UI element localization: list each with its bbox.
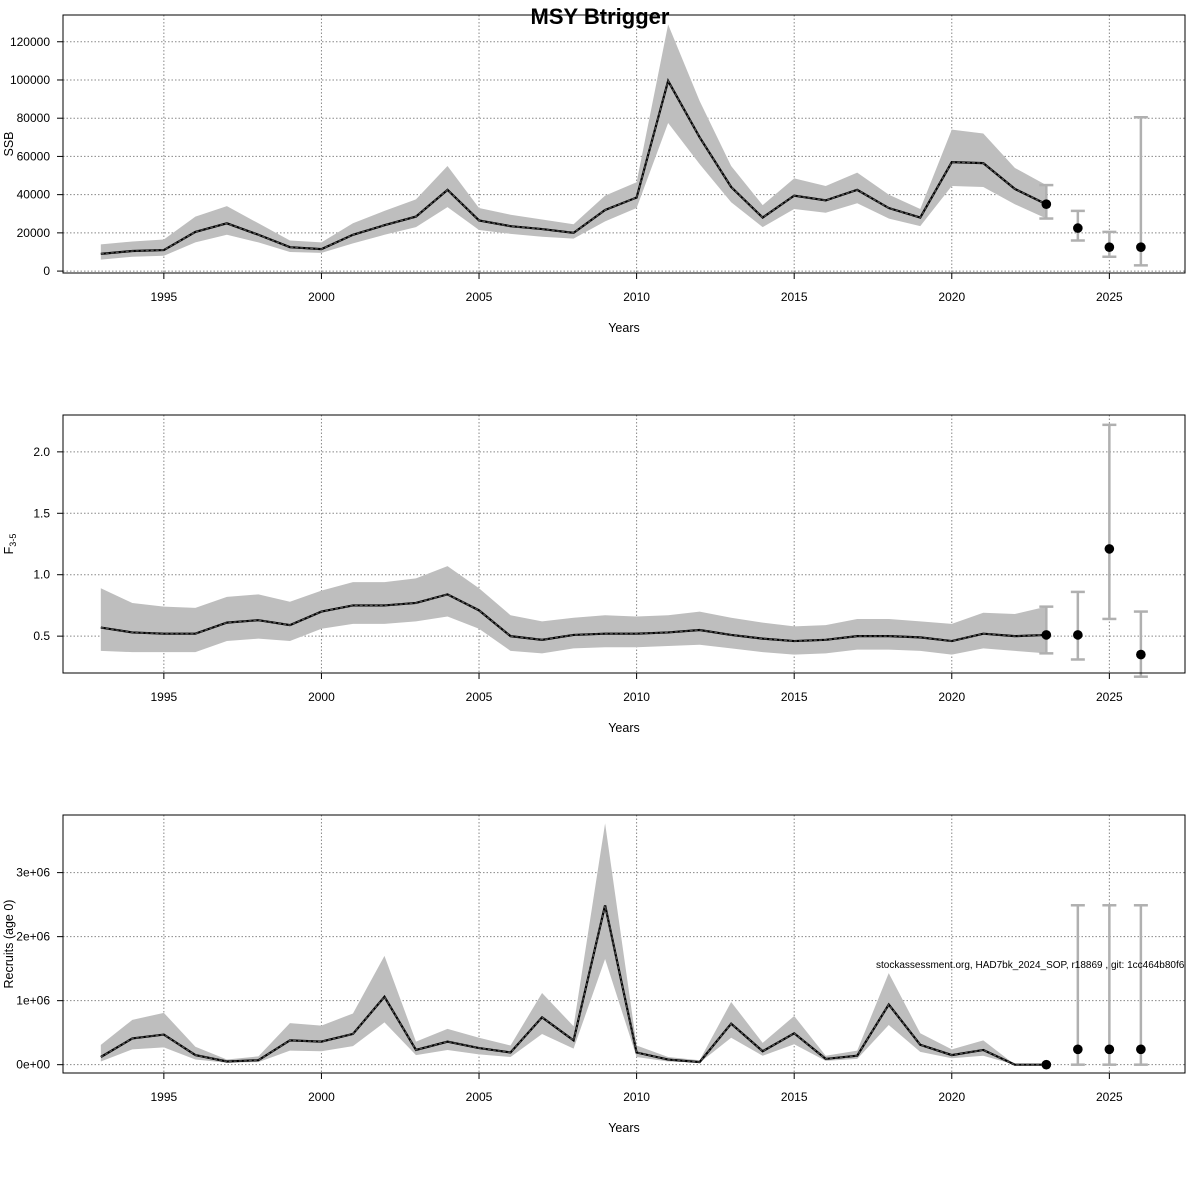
ssb-panel: 1995 2000 2005 2010 2015 2020 2025 0 20000 40000 6…: [2, 14, 1186, 335]
x-tick-label: 2020: [938, 290, 965, 304]
y-axis-title: F3-5: [2, 534, 18, 555]
x-tick-label: 2000: [308, 290, 335, 304]
x-tick-label: 2000: [308, 690, 335, 704]
x-axis-title: Years: [608, 321, 640, 335]
chart-title: MSY Btrigger: [531, 4, 670, 29]
x-tick-label: 2020: [938, 1090, 965, 1104]
y-tick-label: 40000: [17, 188, 51, 202]
x-tick-label: 1995: [151, 290, 178, 304]
y-tick-label: 80000: [17, 111, 51, 125]
x-tick-label: 2010: [623, 690, 650, 704]
projection-point: [1041, 199, 1052, 209]
x-tick-label: 2005: [466, 1090, 493, 1104]
y-tick-label: 60000: [17, 149, 51, 163]
y-tick-label: 100000: [10, 73, 50, 87]
y-axis-title-subscript: 3-5: [8, 534, 18, 547]
x-tick-label: 2000: [308, 1090, 335, 1104]
y-tick-label: 3e+06: [16, 866, 50, 880]
recruitment-panel: 1995 2000 2005 2010 2015 2020 2025 0e+00 1e+06 2e…: [2, 814, 1186, 1135]
projection-point: [1136, 1044, 1146, 1055]
last-estimate-point: [1041, 1059, 1052, 1070]
projection-point: [1073, 1044, 1083, 1055]
y-tick-label: 1e+06: [16, 994, 50, 1008]
x-axis-title: Years: [608, 1121, 640, 1135]
y-axis-title: SSB: [2, 131, 16, 156]
x-tick-label: 2025: [1096, 290, 1123, 304]
estimate-line: [100, 905, 1047, 1066]
x-tick-label: 2025: [1096, 690, 1123, 704]
x-tick-label: 2015: [781, 690, 808, 704]
projection-point: [1104, 1044, 1115, 1055]
x-axis-title: Years: [608, 721, 640, 735]
x-tick-label: 2025: [1096, 1090, 1123, 1104]
confidence-band: [100, 24, 1047, 260]
projection-point: [1073, 223, 1083, 233]
y-tick-label: 1.5: [33, 506, 50, 520]
x-tick-label: 2010: [623, 290, 650, 304]
y-tick-label: 2e+06: [16, 930, 50, 944]
x-tick-label: 2010: [623, 1090, 650, 1104]
projection-point: [1104, 544, 1115, 554]
y-tick-label: 2.0: [33, 445, 50, 459]
footnote: stockassessment.org, HAD7bk_2024_SOP, r1…: [876, 960, 1185, 971]
x-tick-label: 2005: [466, 290, 493, 304]
x-tick-label: 2020: [938, 690, 965, 704]
y-tick-label: 120000: [10, 35, 50, 49]
plot-frame: [62, 14, 1186, 274]
plot-frame: [62, 414, 1186, 674]
y-tick-label: 0e+00: [16, 1058, 50, 1072]
estimate-line-dashed: [100, 79, 1047, 255]
estimate-line-dashed: [100, 593, 1047, 642]
x-tick-label: 2005: [466, 690, 493, 704]
confidence-band: [100, 566, 1047, 655]
plot-frame: [62, 814, 1186, 1074]
fishing-mortality-panel: 1995 2000 2005 2010 2015 2020 2025 0.5 1.0 1.5 2.0…: [2, 414, 1186, 735]
x-tick-label: 1995: [151, 690, 178, 704]
projection-point: [1136, 242, 1146, 252]
x-tick-label: 2015: [781, 290, 808, 304]
x-tick-label: 2015: [781, 1090, 808, 1104]
projection-point: [1073, 630, 1083, 640]
y-axis-title: Recruits (age 0): [2, 900, 16, 989]
projection-point: [1104, 242, 1115, 252]
projection-point: [1041, 630, 1052, 640]
estimate-line-dashed: [100, 905, 1047, 1066]
projection-point: [1136, 649, 1146, 660]
x-tick-label: 1995: [151, 1090, 178, 1104]
y-tick-label: 20000: [17, 226, 51, 240]
y-tick-label: 0: [43, 264, 50, 278]
y-tick-label: 0.5: [33, 629, 50, 643]
confidence-band: [100, 823, 1047, 1065]
y-tick-label: 1.0: [33, 568, 50, 582]
